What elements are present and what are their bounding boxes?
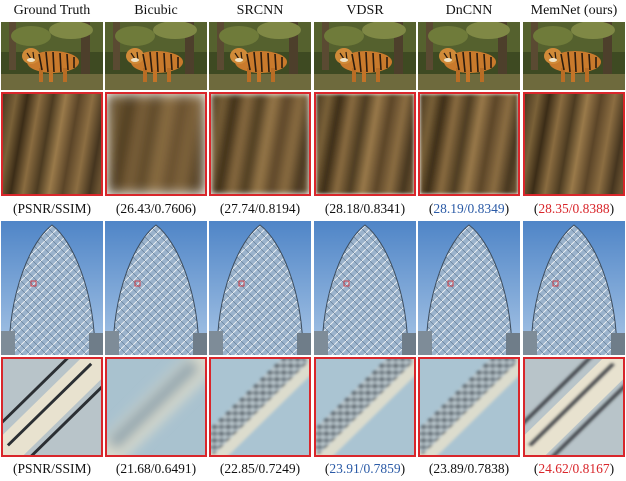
building-crop-bicubic	[105, 357, 207, 457]
tiger-image-srcnn	[209, 22, 311, 90]
tiger-score-bicubic: (26.43/0.7606)	[115, 201, 197, 216]
tiger-score-label: (PSNR/SSIM)	[12, 201, 92, 216]
tiger-score-memnet: (28.35/0.8388)	[533, 201, 615, 216]
header-memnet: MemNet (ours)	[530, 3, 618, 18]
tiger-crop-vdsr	[314, 92, 416, 196]
building-crop-ground-truth	[1, 357, 103, 457]
building-score-dncnn: (23.89/0.7838)	[428, 461, 510, 476]
building-image-dncnn	[418, 221, 520, 355]
building-full-row	[0, 221, 626, 355]
building-score-vdsr: (23.91/0.7859)	[324, 461, 406, 476]
building-score-bicubic: (21.68/0.6491)	[115, 461, 197, 476]
building-score-label: (PSNR/SSIM)	[12, 461, 92, 476]
building-image-memnet	[523, 221, 625, 355]
tiger-score-row: (PSNR/SSIM) (26.43/0.7606) (27.74/0.8194…	[0, 200, 626, 220]
header-ground-truth: Ground Truth	[13, 3, 91, 18]
building-crop-row	[0, 357, 626, 457]
tiger-image-bicubic	[105, 22, 207, 90]
building-crop-memnet	[523, 357, 625, 457]
tiger-crop-ground-truth	[1, 92, 103, 196]
tiger-crop-srcnn	[209, 92, 311, 196]
header-srcnn: SRCNN	[236, 3, 284, 18]
method-headers: Ground Truth Bicubic SRCNN VDSR DnCNN Me…	[0, 0, 626, 22]
building-score-memnet: (24.62/0.8167)	[533, 461, 615, 476]
tiger-score-vdsr: (28.18/0.8341)	[324, 201, 406, 216]
building-image-vdsr	[314, 221, 416, 355]
building-score-row: (PSNR/SSIM) (21.68/0.6491) (22.85/0.7249…	[0, 460, 626, 480]
header-vdsr: VDSR	[346, 3, 384, 18]
tiger-score-dncnn: (28.19/0.8349)	[428, 201, 510, 216]
header-dncnn: DnCNN	[445, 3, 493, 18]
tiger-crop-dncnn	[418, 92, 520, 196]
header-bicubic: Bicubic	[134, 3, 178, 18]
tiger-image-ground-truth	[1, 22, 103, 90]
tiger-image-dncnn	[418, 22, 520, 90]
building-score-srcnn: (22.85/0.7249)	[219, 461, 301, 476]
tiger-image-memnet	[523, 22, 625, 90]
tiger-full-row	[0, 22, 626, 90]
building-image-srcnn	[209, 221, 311, 355]
building-image-ground-truth	[1, 221, 103, 355]
building-crop-srcnn	[209, 357, 311, 457]
building-image-bicubic	[105, 221, 207, 355]
building-crop-dncnn	[418, 357, 520, 457]
tiger-image-vdsr	[314, 22, 416, 90]
tiger-score-srcnn: (27.74/0.8194)	[219, 201, 301, 216]
tiger-crop-bicubic	[105, 92, 207, 196]
tiger-crop-memnet	[523, 92, 625, 196]
tiger-crop-row	[0, 92, 626, 196]
building-crop-vdsr	[314, 357, 416, 457]
